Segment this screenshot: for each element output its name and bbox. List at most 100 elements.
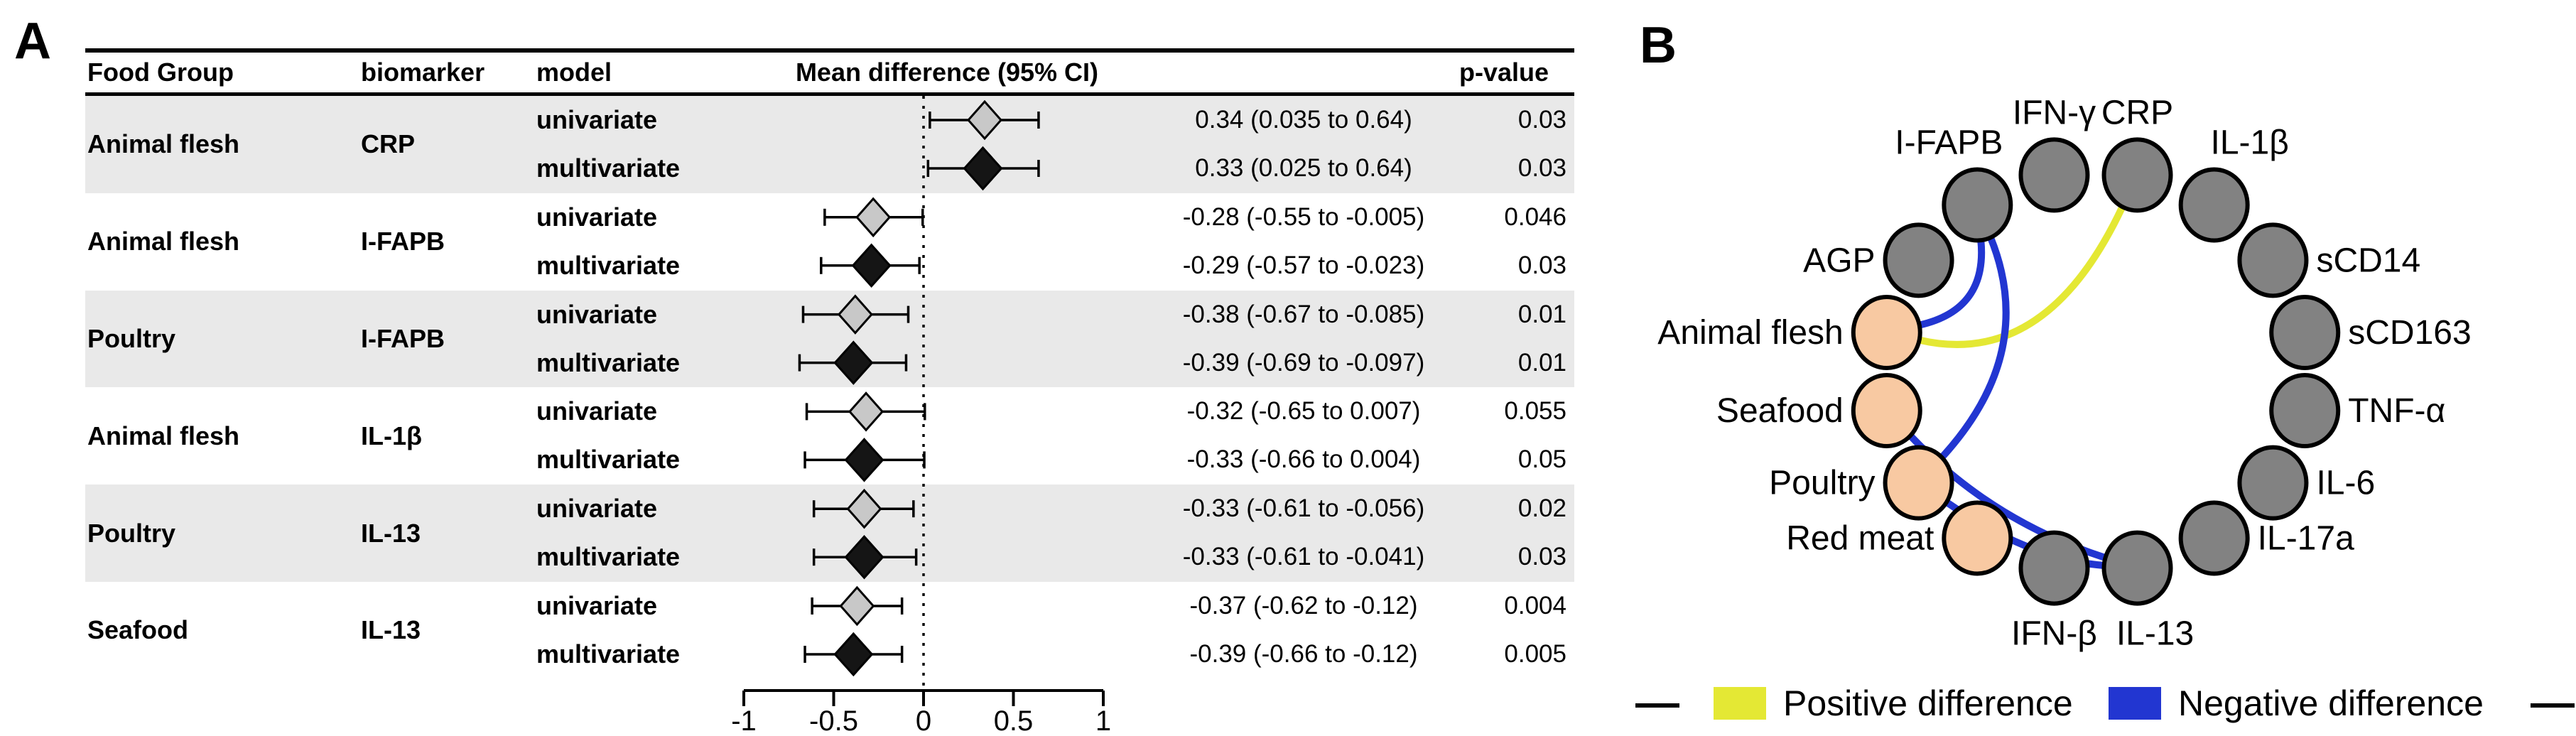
node-label-IL-6: IL-6 <box>2316 465 2375 502</box>
p-value-cell: 0.055 <box>1504 397 1566 426</box>
biomarker-node-I-FAPB <box>1942 167 2013 243</box>
model-cell: univariate <box>536 105 658 134</box>
food-group-cell: Poultry <box>87 518 176 548</box>
biomarker-cell: IL-1β <box>361 421 422 450</box>
univariate-diamond-marker <box>837 294 873 335</box>
p-value-cell: 0.01 <box>1517 300 1566 328</box>
biomarker-cell: IL-13 <box>361 518 421 548</box>
ci-text-cell: -0.37 (-0.62 to -0.12) <box>1189 592 1418 619</box>
ci-text-cell: -0.32 (-0.65 to 0.007) <box>1186 397 1421 426</box>
biomarker-cell: CRP <box>361 129 416 159</box>
node-label-IL-1β: IL-1β <box>2211 124 2289 162</box>
column-header-model: model <box>536 58 612 87</box>
ci-whisker <box>812 534 918 580</box>
model-cell: multivariate <box>536 153 681 183</box>
ci-text-cell: -0.38 (-0.67 to -0.085) <box>1182 300 1425 328</box>
ci-text-cell: -0.33 (-0.61 to -0.041) <box>1182 543 1425 571</box>
node-label-I-FAPB: I-FAPB <box>1895 124 2003 162</box>
biomarker-node-AGP <box>1883 222 1954 298</box>
node-label-sCD163: sCD163 <box>2348 314 2471 352</box>
node-label-Poultry: Poultry <box>1769 465 1875 502</box>
p-value-cell: 0.046 <box>1504 202 1566 231</box>
ci-text-cell: -0.33 (-0.66 to 0.004) <box>1186 445 1421 474</box>
model-cell: univariate <box>536 494 658 524</box>
positive-difference-label: Positive difference <box>1783 683 2073 723</box>
ci-text-cell: 0.33 (0.025 to 0.64) <box>1195 154 1412 182</box>
panel-b-label: B <box>1640 17 1677 74</box>
positive-difference-swatch <box>1714 687 1766 720</box>
ci-whisker <box>801 294 910 335</box>
x-axis-tick-label: 0.5 <box>994 705 1034 736</box>
ci-whisker <box>823 197 924 238</box>
node-label-TNF-α: TNF-α <box>2348 392 2445 430</box>
node-label-AGP: AGP <box>1803 242 1875 279</box>
univariate-diamond-marker <box>848 391 884 432</box>
p-value-cell: 0.03 <box>1517 106 1566 134</box>
model-cell: multivariate <box>536 445 681 475</box>
node-label-IFN-β: IFN-β <box>2011 615 2097 653</box>
multivariate-diamond-marker <box>833 632 874 677</box>
ci-whisker <box>926 146 1040 191</box>
x-axis-tick-label: -1 <box>731 705 757 736</box>
ci-whisker <box>798 340 908 385</box>
forest-plot: -1 -0.5 0 0.5 1 <box>731 96 1111 736</box>
ci-whisker <box>929 99 1040 141</box>
node-label-Animal flesh: Animal flesh <box>1657 314 1843 352</box>
model-cell: univariate <box>536 591 658 620</box>
food-group-cell: Seafood <box>87 615 189 645</box>
ci-text-cell: -0.28 (-0.55 to -0.005) <box>1182 202 1425 231</box>
ci-whisker <box>812 488 915 529</box>
column-header-mean-difference: Mean difference (95% CI) <box>795 58 1099 87</box>
x-axis-tick-label: 0 <box>916 705 931 736</box>
biomarker-node-TNF-α <box>2269 373 2341 449</box>
biomarker-node-IFN-γ <box>2018 137 2090 213</box>
multivariate-diamond-marker <box>833 340 874 385</box>
multivariate-diamond-marker <box>963 146 1003 191</box>
biomarker-cell: I-FAPB <box>361 227 445 256</box>
table-row-band <box>85 290 1574 388</box>
p-value-cell: 0.01 <box>1517 348 1566 377</box>
node-label-Seafood: Seafood <box>1716 392 1844 430</box>
negative-difference-edge <box>1938 234 2010 461</box>
model-cell: multivariate <box>536 347 681 377</box>
multivariate-diamond-marker <box>844 438 884 482</box>
model-cell: multivariate <box>536 542 681 572</box>
food-node-Poultry <box>1883 445 1954 521</box>
multivariate-diamond-marker <box>851 243 892 288</box>
model-cell: multivariate <box>536 250 681 280</box>
p-value-cell: 0.03 <box>1517 154 1566 182</box>
x-axis-tick-label: 1 <box>1095 705 1111 736</box>
model-cell: univariate <box>536 396 658 426</box>
model-cell: multivariate <box>536 639 681 669</box>
univariate-diamond-marker <box>967 99 1003 141</box>
biomarker-node-IL-6 <box>2237 445 2309 521</box>
multivariate-diamond-marker <box>844 534 884 580</box>
negative-difference-swatch <box>2109 687 2161 720</box>
x-axis-tick-label: -0.5 <box>809 705 858 736</box>
p-value-cell: 0.05 <box>1517 445 1566 474</box>
node-label-IL-17a: IL-17a <box>2258 519 2354 557</box>
food-node-Seafood <box>1851 373 1922 449</box>
biomarker-node-IL-17a <box>2178 500 2250 576</box>
food-group-cell: Poultry <box>87 323 176 353</box>
negative-difference-edge <box>1915 237 1986 329</box>
table-top-rule <box>85 48 1574 53</box>
biomarker-node-IL-1β <box>2178 167 2250 243</box>
p-value-cell: 0.03 <box>1517 543 1566 571</box>
ci-text-cell: 0.34 (0.035 to 0.64) <box>1195 106 1412 134</box>
food-group-cell: Animal flesh <box>87 129 240 159</box>
legend-right-dash <box>2531 703 2575 708</box>
p-value-cell: 0.03 <box>1517 251 1566 279</box>
food-group-cell: Animal flesh <box>87 227 240 256</box>
ci-whisker <box>820 243 921 288</box>
biomarker-cell: I-FAPB <box>361 323 445 353</box>
legend-left-dash <box>1635 703 1679 708</box>
univariate-diamond-marker <box>846 488 882 529</box>
ci-text-cell: -0.39 (-0.69 to -0.097) <box>1182 348 1425 377</box>
ci-whisker <box>803 632 904 677</box>
table-row-band <box>85 96 1574 193</box>
univariate-diamond-marker <box>839 585 875 627</box>
univariate-diamond-marker <box>855 197 892 238</box>
panel-a-label: A <box>14 13 51 70</box>
